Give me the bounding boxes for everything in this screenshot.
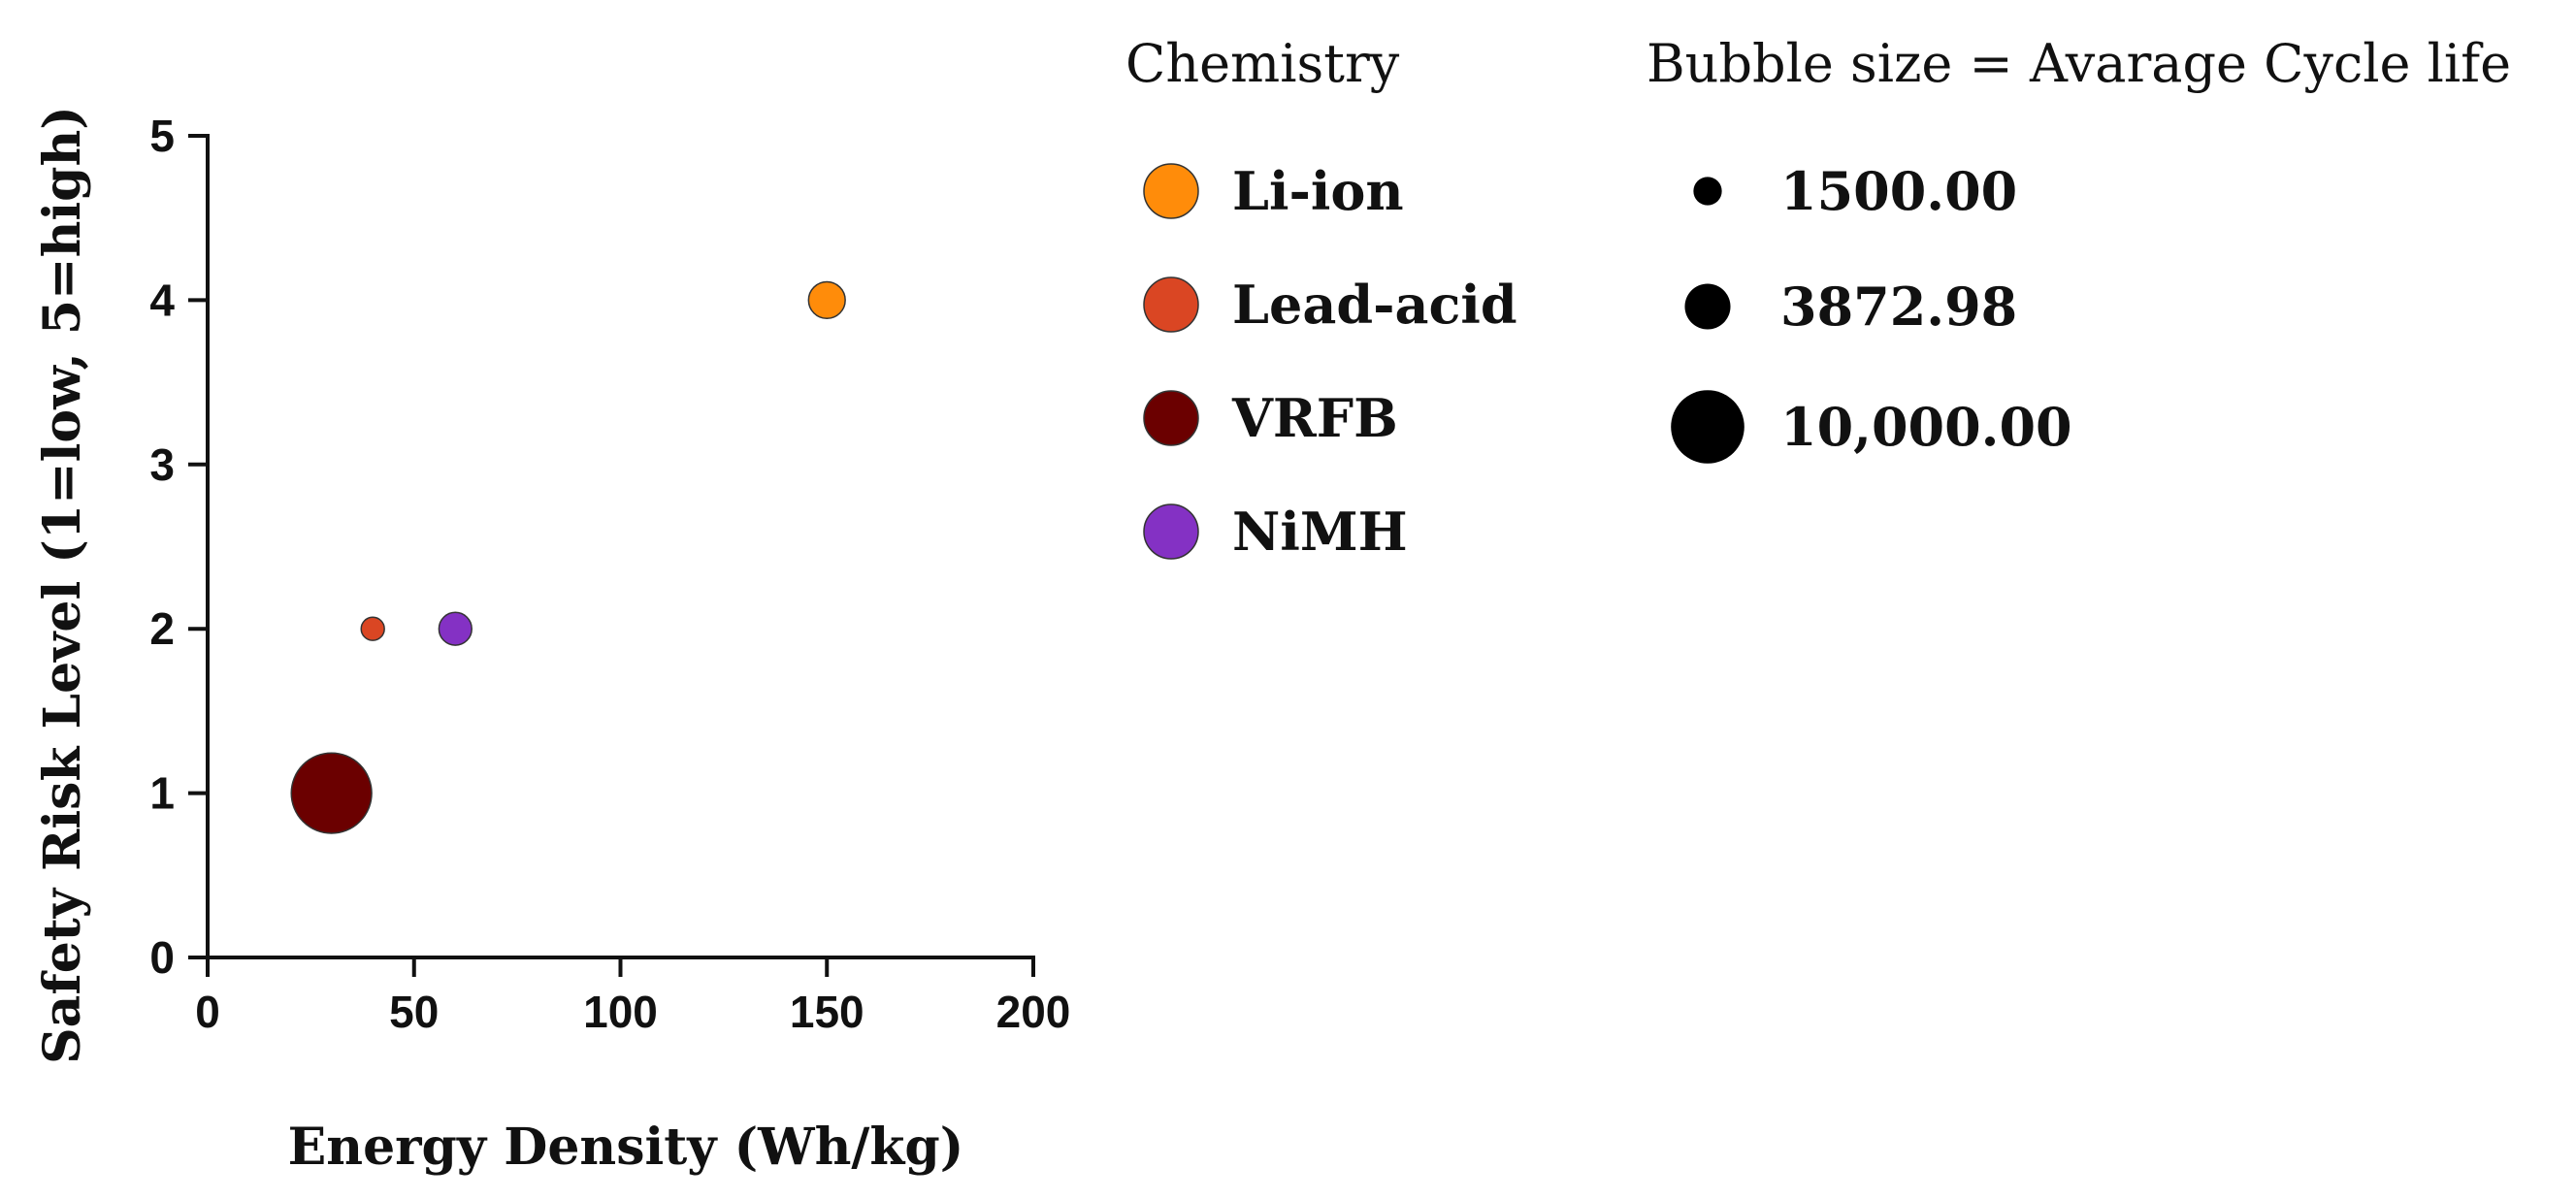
legend-label-nimh: NiMH [1232, 501, 1408, 563]
legend-size-bubble [1684, 283, 1731, 330]
legend-swatch-vrfb [1143, 390, 1199, 446]
bubble-nimh [438, 611, 473, 646]
y-tick-label: 4 [149, 275, 175, 325]
legend-color-title: Chemistry [1125, 33, 1400, 94]
x-axis-title: Energy Density (Wh/kg) [288, 1118, 964, 1177]
y-axis-title: Safety Risk Level (1=low, 5=high) [33, 106, 92, 1064]
legend-label-li-ion: Li-ion [1232, 160, 1404, 222]
legend-size-entries: 1500.00 3872.98 10,000.00 [1671, 160, 2072, 464]
legend-size-label: 3872.98 [1780, 276, 2017, 338]
legend-label-lead-acid: Lead-acid [1232, 274, 1517, 336]
x-tick-label: 50 [389, 987, 439, 1037]
legend-size-title: Bubble size = Avarage Cycle life [1647, 33, 2511, 94]
x-tick-label: 100 [583, 987, 658, 1037]
legend-label-vrfb: VRFB [1231, 387, 1398, 449]
legend-color-entries: Li-ion Lead-acid VRFB NiMH [1143, 160, 1517, 563]
legend-swatch-li-ion [1143, 163, 1199, 219]
y-tick-label: 1 [149, 768, 175, 819]
bubble-li-ion [807, 280, 846, 320]
y-tick-label: 3 [149, 439, 175, 490]
legend-swatch-lead-acid [1143, 276, 1199, 333]
y-tick-label: 5 [149, 111, 175, 161]
legend: Chemistry Bubble size = Avarage Cycle li… [1125, 33, 2511, 563]
bubble-lead-acid [360, 616, 385, 641]
legend-size-label: 10,000.00 [1780, 396, 2072, 458]
legend-size-label: 1500.00 [1780, 160, 2017, 222]
y-tick-label: 0 [149, 932, 175, 983]
x-tick-label: 0 [195, 987, 220, 1037]
legend-size-bubble [1671, 390, 1745, 464]
legend-swatch-nimh [1143, 503, 1199, 560]
x-tick-label: 200 [996, 987, 1071, 1037]
bubble-vrfb [290, 752, 373, 834]
x-tick-label: 150 [790, 987, 864, 1037]
chart-axes: 0 50 100 150 200 0 1 2 3 4 5 [149, 111, 1070, 1037]
data-bubbles [290, 280, 846, 834]
y-tick-label: 2 [149, 603, 175, 654]
legend-size-bubble [1693, 177, 1722, 206]
